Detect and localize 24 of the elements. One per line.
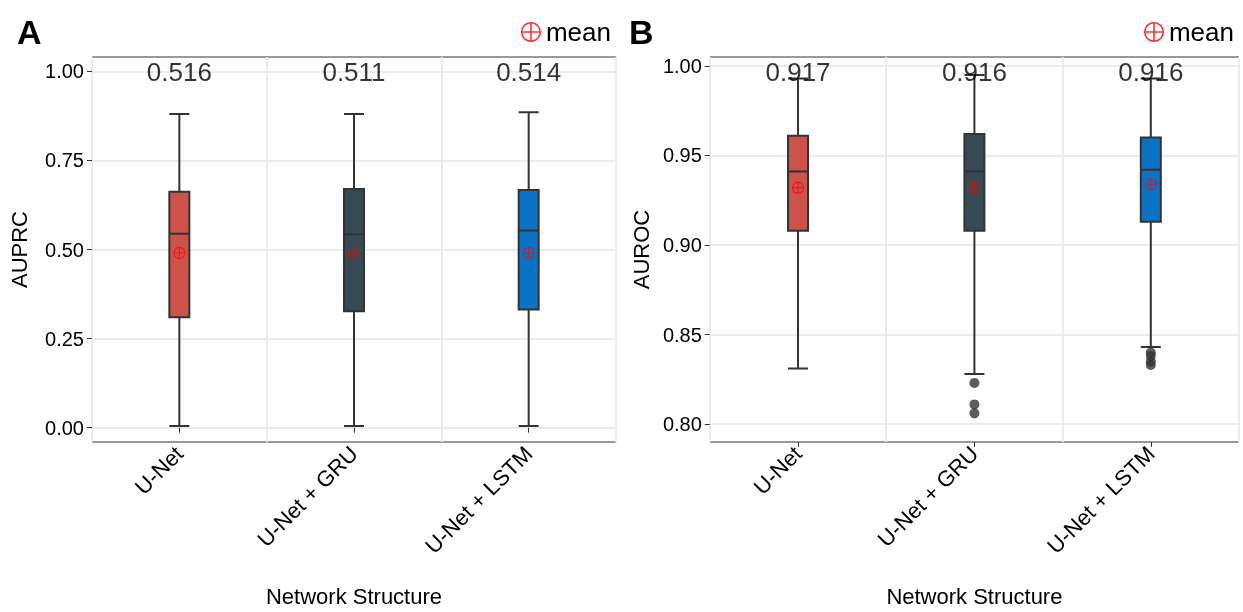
y-tick-label: 0.25 [45, 327, 84, 350]
y-axis-title: AUROC [628, 209, 654, 290]
annotation: 0.916 [1118, 57, 1184, 87]
y-tick-label: 0.85 [662, 323, 702, 346]
y-tick-label: 0.00 [45, 416, 84, 439]
y-tick-label: 0.75 [45, 149, 84, 172]
y-tick-label: 0.90 [662, 234, 702, 257]
y-tick-label: 0.50 [45, 238, 84, 261]
x-axis-title: Network Structure [886, 583, 1063, 609]
x-axis-title: Network Structure [265, 583, 443, 609]
legend-label: mean [1168, 17, 1235, 47]
annotation: 0.916 [941, 57, 1007, 87]
y-tick-label: 0.95 [662, 144, 702, 167]
y-tick-label: 0.80 [662, 413, 702, 436]
y-tick-label: 1.00 [45, 60, 84, 83]
annotation: 0.511 [322, 57, 386, 87]
annotation: 0.516 [146, 57, 212, 87]
legend-label: mean [545, 17, 612, 47]
chart-title: A [17, 13, 42, 51]
chart-title: B [629, 13, 654, 51]
annotation: 0.917 [765, 57, 831, 87]
annotation: 0.514 [496, 57, 562, 87]
y-axis-title: AUPRC [6, 210, 32, 289]
y-tick-label: 1.00 [662, 54, 702, 77]
